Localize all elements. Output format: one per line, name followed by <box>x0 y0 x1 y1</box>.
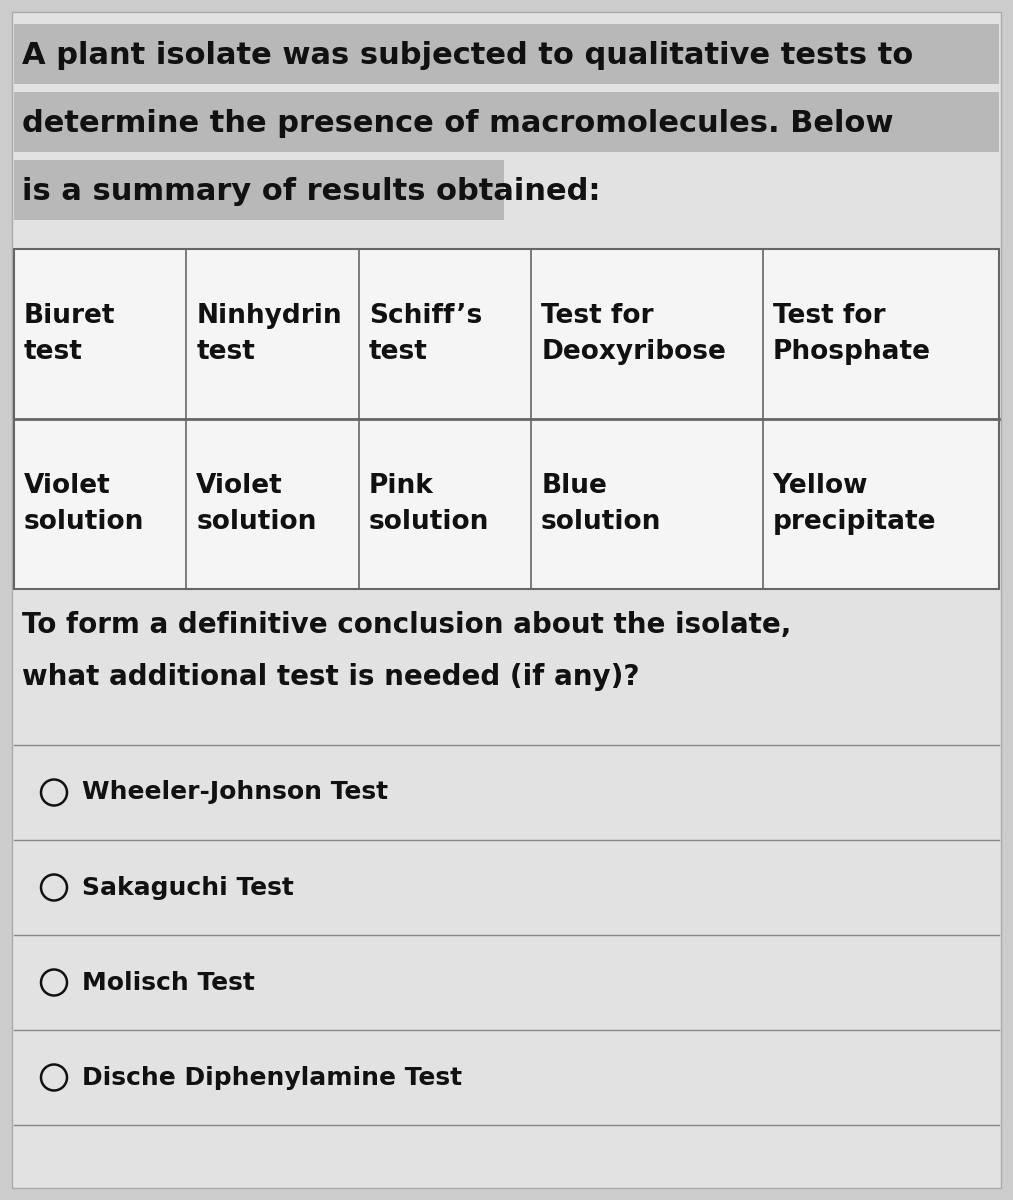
Bar <box>14 248 999 589</box>
Text: Violet: Violet <box>197 473 283 499</box>
Bar <box>14 92 999 152</box>
Text: solution: solution <box>24 509 145 535</box>
Bar <box>14 160 504 220</box>
Text: A plant isolate was subjected to qualitative tests to: A plant isolate was subjected to qualita… <box>22 42 914 71</box>
Text: test: test <box>24 338 83 365</box>
Text: Schiff’s: Schiff’s <box>369 302 482 329</box>
Bar <box>14 24 999 84</box>
Text: Dische Diphenylamine Test: Dische Diphenylamine Test <box>82 1066 462 1090</box>
Text: Pink: Pink <box>369 473 434 499</box>
Text: solution: solution <box>197 509 317 535</box>
Text: Test for: Test for <box>541 302 653 329</box>
Text: Biuret: Biuret <box>24 302 115 329</box>
Text: Ninhydrin: Ninhydrin <box>197 302 342 329</box>
Text: Wheeler-Johnson Test: Wheeler-Johnson Test <box>82 780 388 804</box>
Text: To form a definitive conclusion about the isolate,: To form a definitive conclusion about th… <box>22 611 791 638</box>
Text: precipitate: precipitate <box>773 509 936 535</box>
Text: solution: solution <box>541 509 661 535</box>
Text: Molisch Test: Molisch Test <box>82 971 255 995</box>
Text: solution: solution <box>369 509 489 535</box>
Text: determine the presence of macromolecules. Below: determine the presence of macromolecules… <box>22 109 893 138</box>
Text: Blue: Blue <box>541 473 607 499</box>
Text: test: test <box>197 338 255 365</box>
Text: what additional test is needed (if any)?: what additional test is needed (if any)? <box>22 662 639 691</box>
Text: Violet: Violet <box>24 473 110 499</box>
Text: test: test <box>369 338 427 365</box>
Text: is a summary of results obtained:: is a summary of results obtained: <box>22 178 601 206</box>
Text: Deoxyribose: Deoxyribose <box>541 338 726 365</box>
Text: Sakaguchi Test: Sakaguchi Test <box>82 876 294 900</box>
Text: Test for: Test for <box>773 302 885 329</box>
Text: Yellow: Yellow <box>773 473 868 499</box>
Text: Phosphate: Phosphate <box>773 338 931 365</box>
